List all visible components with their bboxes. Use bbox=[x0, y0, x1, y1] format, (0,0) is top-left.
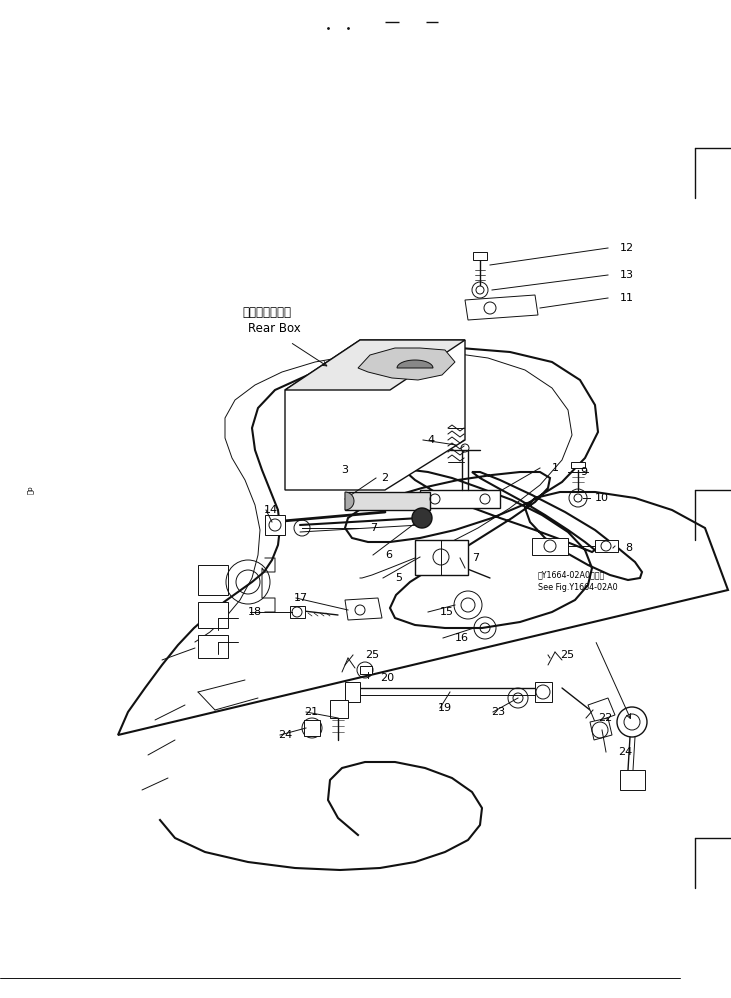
Text: 2: 2 bbox=[381, 473, 388, 483]
Polygon shape bbox=[290, 606, 305, 618]
Polygon shape bbox=[285, 340, 465, 390]
Polygon shape bbox=[397, 360, 433, 368]
Polygon shape bbox=[198, 602, 228, 628]
Text: 5: 5 bbox=[395, 573, 402, 583]
Polygon shape bbox=[595, 540, 618, 552]
Text: 25: 25 bbox=[365, 650, 379, 660]
Polygon shape bbox=[118, 348, 728, 735]
Text: 14: 14 bbox=[264, 505, 278, 515]
Text: 8: 8 bbox=[625, 543, 632, 553]
Text: 3: 3 bbox=[341, 465, 349, 475]
Text: 7: 7 bbox=[472, 553, 479, 563]
Polygon shape bbox=[345, 598, 382, 620]
Polygon shape bbox=[415, 540, 468, 575]
Polygon shape bbox=[198, 565, 228, 595]
Polygon shape bbox=[358, 348, 455, 380]
Text: 1: 1 bbox=[552, 463, 559, 473]
Polygon shape bbox=[571, 462, 585, 468]
Text: 16: 16 bbox=[455, 633, 469, 643]
Text: 20: 20 bbox=[380, 673, 394, 683]
Polygon shape bbox=[345, 492, 354, 510]
Text: 9: 9 bbox=[580, 467, 587, 477]
Text: 6: 6 bbox=[385, 550, 392, 560]
Polygon shape bbox=[198, 635, 228, 658]
Polygon shape bbox=[532, 538, 568, 555]
Text: 23: 23 bbox=[491, 707, 505, 717]
Polygon shape bbox=[345, 492, 430, 510]
Text: 10: 10 bbox=[595, 493, 609, 503]
Text: See Fig.Y1664-02A0: See Fig.Y1664-02A0 bbox=[538, 584, 618, 593]
Polygon shape bbox=[535, 682, 552, 702]
Polygon shape bbox=[285, 340, 465, 490]
Text: Rear Box: Rear Box bbox=[248, 321, 300, 334]
Text: 19: 19 bbox=[438, 703, 452, 713]
Polygon shape bbox=[465, 295, 538, 320]
Circle shape bbox=[412, 508, 432, 528]
Text: 24: 24 bbox=[278, 730, 292, 740]
Text: 13: 13 bbox=[620, 270, 634, 280]
Text: 24: 24 bbox=[618, 747, 632, 757]
Polygon shape bbox=[304, 720, 320, 736]
Text: リヤーボックス: リヤーボックス bbox=[242, 305, 291, 318]
Text: 18: 18 bbox=[248, 607, 262, 617]
Polygon shape bbox=[420, 490, 500, 508]
Polygon shape bbox=[590, 718, 612, 740]
Polygon shape bbox=[473, 252, 487, 260]
Polygon shape bbox=[345, 682, 360, 702]
Polygon shape bbox=[588, 698, 615, 722]
Polygon shape bbox=[330, 700, 348, 718]
Text: ：p: ：p bbox=[27, 486, 34, 494]
Polygon shape bbox=[265, 515, 285, 535]
Polygon shape bbox=[620, 770, 645, 790]
Text: 17: 17 bbox=[294, 593, 308, 603]
Text: 案Y1664-02A0図参照: 案Y1664-02A0図参照 bbox=[538, 571, 605, 580]
Text: 7: 7 bbox=[370, 523, 377, 533]
Text: 25: 25 bbox=[560, 650, 574, 660]
Text: 4: 4 bbox=[428, 435, 435, 445]
Text: 12: 12 bbox=[620, 243, 634, 253]
Polygon shape bbox=[360, 666, 372, 674]
Text: 15: 15 bbox=[440, 607, 454, 617]
Text: 21: 21 bbox=[304, 707, 318, 717]
Text: 11: 11 bbox=[620, 293, 634, 303]
Text: 22: 22 bbox=[598, 713, 613, 723]
